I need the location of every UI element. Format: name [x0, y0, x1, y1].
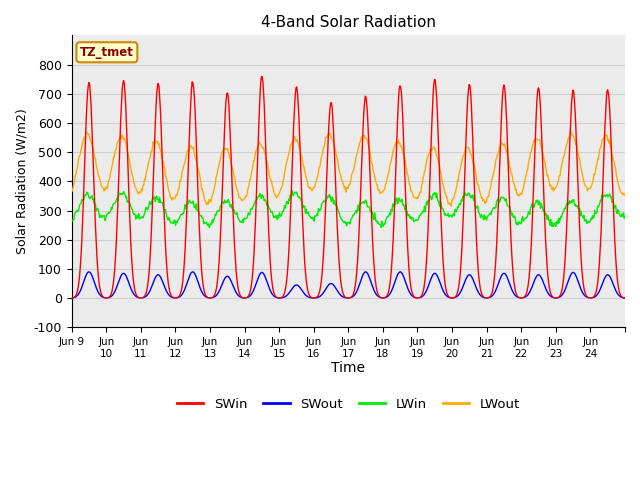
- X-axis label: Time: Time: [332, 361, 365, 375]
- Text: TZ_tmet: TZ_tmet: [80, 46, 134, 59]
- Title: 4-Band Solar Radiation: 4-Band Solar Radiation: [261, 15, 436, 30]
- Y-axis label: Solar Radiation (W/m2): Solar Radiation (W/m2): [15, 108, 28, 254]
- Legend: SWin, SWout, LWin, LWout: SWin, SWout, LWin, LWout: [172, 392, 525, 416]
